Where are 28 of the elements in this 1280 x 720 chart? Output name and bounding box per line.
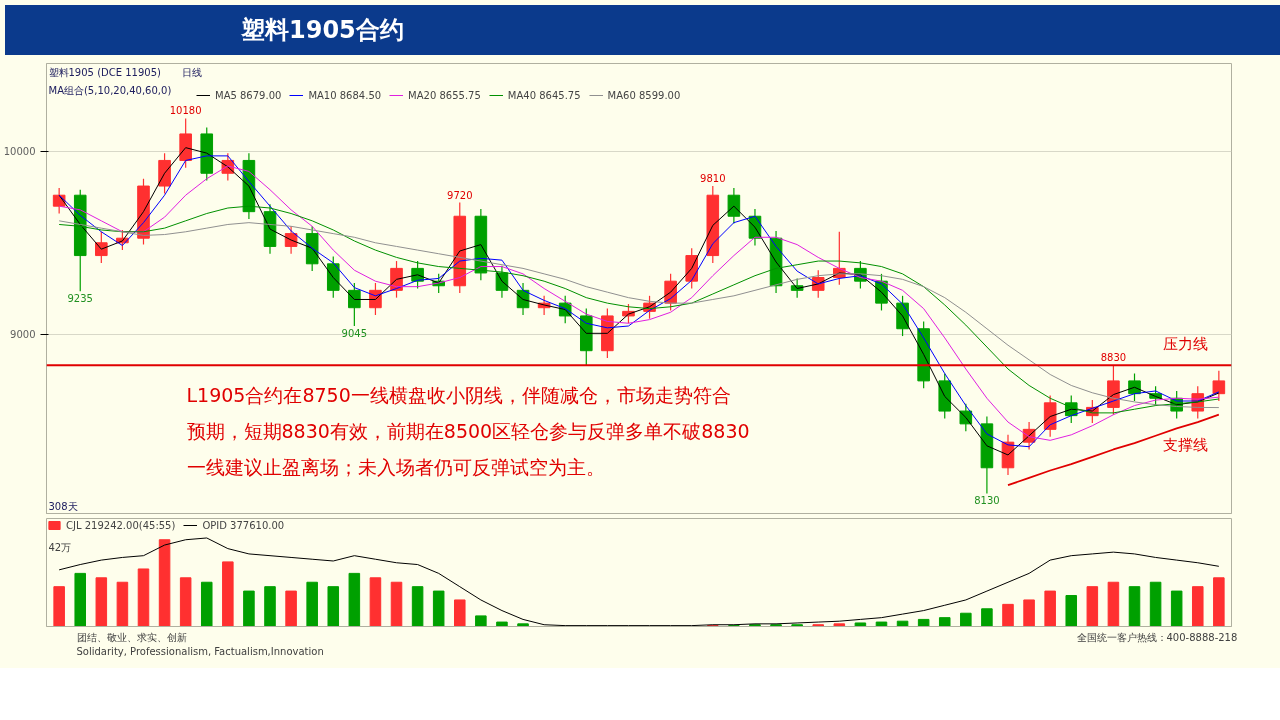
legend-label: MA5 8679.00: [215, 89, 282, 101]
annotation: 9810: [700, 173, 726, 185]
annotation: 9235: [67, 293, 93, 305]
annotation: 308天: [48, 500, 78, 512]
annotation: 9720: [447, 189, 473, 201]
y-tick-label: 10000: [3, 146, 36, 158]
annotation: 9045: [341, 328, 368, 339]
annotation: 8830: [1100, 352, 1127, 364]
chart-title: 塑料1905合约: [241, 15, 404, 46]
ref-line-label: 压力线: [1162, 335, 1208, 354]
legend-label: MA10 8684.50: [308, 89, 382, 101]
annotation: 日线: [181, 66, 202, 78]
annotation: MA组合(5,10,20,40,60,0): [48, 84, 172, 96]
legend-label: MA60 8599.00: [607, 89, 681, 101]
annotation: 8130: [974, 495, 1000, 507]
annotation: 支撑线: [1162, 435, 1208, 454]
text: Solidarity, Professionalism, Factualism,Innovation: [76, 645, 324, 657]
annotation: 10180: [169, 105, 202, 117]
legend-label: CJL 219242.00(45:55): [66, 519, 176, 531]
annotation: 塑料1905 (DCE 11905): [48, 66, 162, 78]
text: 团结、敬业、求实、创新: [76, 631, 187, 643]
legend-label: MA20 8655.75: [408, 89, 481, 101]
legend-label: OPID 377610.00: [202, 519, 285, 531]
annotation: L1905合约在8750一线横盘收小阴线，伴随减仓，市场走势符合预期，短期8830有效，前期在8500区轻仓参与反弹多单不破8830一线建议止盈离场；未入场者仍可反弹试空为主。: [186, 383, 750, 478]
legend-label: MA40 8645.75: [507, 89, 581, 101]
annotation: 42万: [48, 541, 72, 553]
text: 全国统一客户热线：400-8888-218: [1076, 631, 1238, 643]
y-tick-label: 9000: [10, 329, 36, 341]
